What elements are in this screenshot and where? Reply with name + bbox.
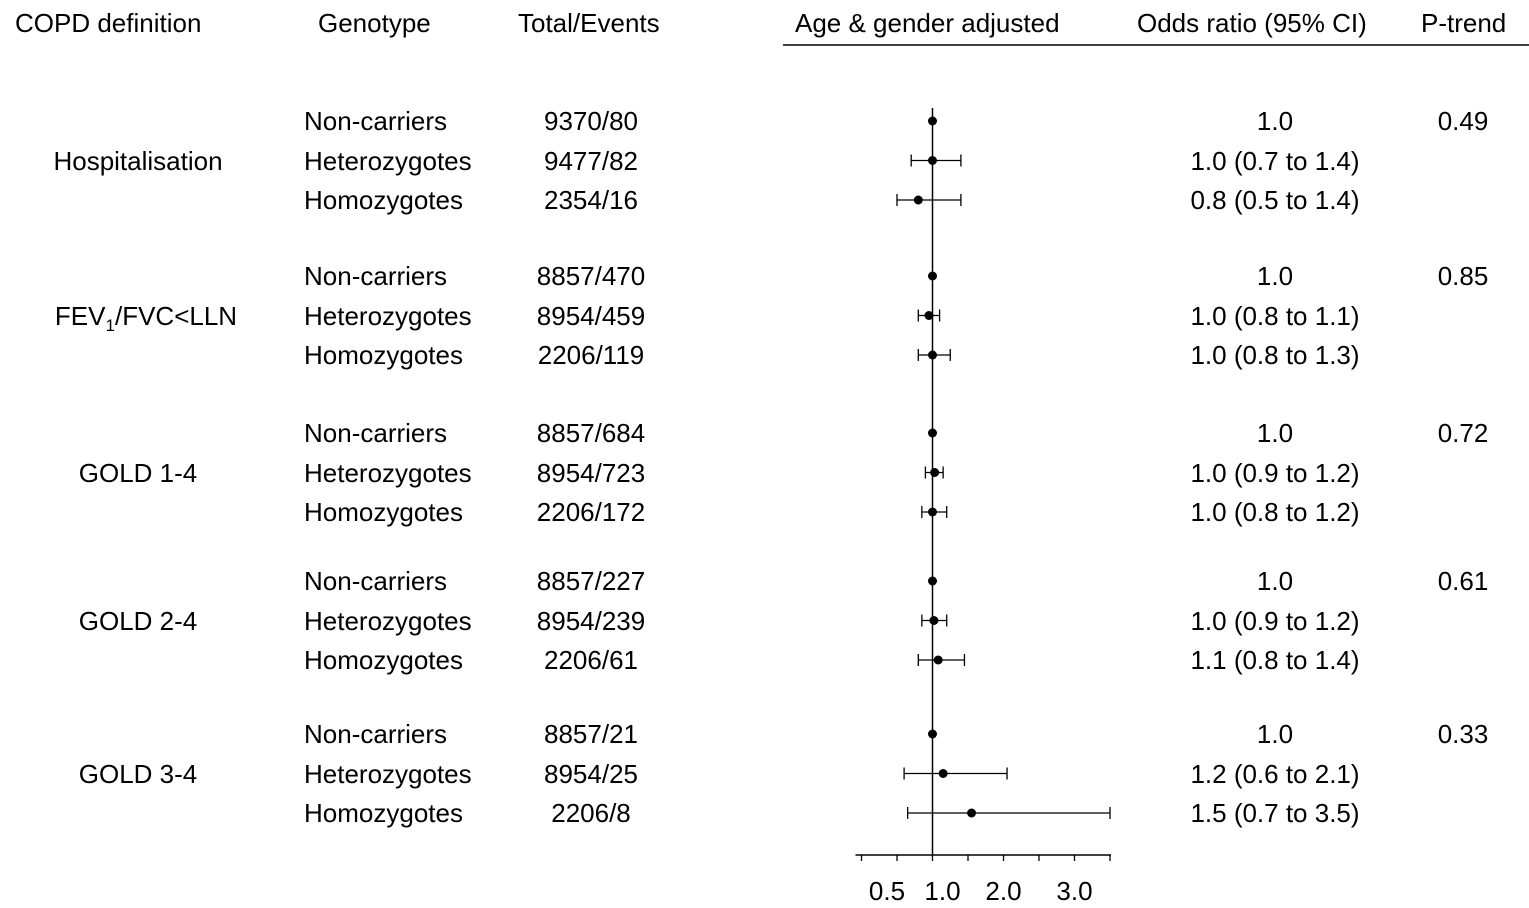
total-events-cell: 2206/61 — [544, 645, 638, 675]
total-events-cell: 9477/82 — [544, 145, 638, 176]
genotype-cell: Heterozygotes — [304, 758, 472, 789]
odds-ratio-cell: 1.0 (0.8 to 1.2) — [1190, 497, 1360, 527]
odds-ratio-cell: 1.0 — [1256, 719, 1294, 749]
group-label: Hospitalisation — [53, 145, 223, 176]
genotype-cell: Non-carriers — [304, 566, 448, 596]
p-trend-value: 0.85 — [1437, 261, 1489, 291]
total-events-cell: 9370/80 — [544, 106, 638, 136]
genotype-cell: Heterozygotes — [304, 457, 472, 488]
genotype-cell: Heterozygotes — [304, 300, 472, 331]
total-events-cell: 8954/459 — [536, 300, 646, 331]
group-label-main: FEV — [54, 300, 106, 331]
odds-ratio-cell: 1.0 (0.8 to 1.3) — [1190, 340, 1360, 370]
p-trend-value: 0.33 — [1437, 719, 1489, 749]
odds-ratio-cell: 1.0 — [1256, 261, 1294, 291]
point-estimate — [933, 655, 943, 665]
total-events-cell: 8857/227 — [536, 566, 646, 596]
group-label: GOLD 3-4 — [78, 758, 198, 789]
genotype-cell: Non-carriers — [304, 418, 448, 448]
p-trend-value: 0.49 — [1437, 106, 1489, 136]
genotype-cell: Heterozygotes — [304, 605, 472, 636]
group-label-subscript: 1 — [105, 315, 115, 335]
p-trend-value: 0.72 — [1437, 418, 1489, 448]
total-events-cell: 8954/239 — [536, 605, 646, 636]
total-events-cell: 2206/8 — [551, 798, 631, 828]
total-events-cell: 8954/25 — [544, 758, 638, 789]
group-label-rest: /FVC<LLN — [114, 300, 238, 331]
genotype-cell: Homozygotes — [304, 340, 463, 370]
group-label: GOLD 1-4 — [78, 457, 198, 488]
odds-ratio-cell: 1.0 — [1256, 106, 1294, 136]
p-trend-value: 0.61 — [1437, 566, 1489, 596]
x-tick-label: 0.5 — [868, 876, 906, 906]
point-estimate — [913, 195, 923, 205]
odds-ratio-cell: 0.8 (0.5 to 1.4) — [1190, 185, 1360, 215]
x-tick-label: 3.0 — [1056, 876, 1093, 906]
genotype-cell: Non-carriers — [304, 106, 448, 136]
genotype-cell: Non-carriers — [304, 719, 448, 749]
genotype-cell: Heterozygotes — [304, 145, 472, 176]
total-events-cell: 8857/470 — [536, 261, 646, 291]
point-estimate — [967, 808, 977, 818]
odds-ratio-cell: 1.0 (0.9 to 1.2) — [1190, 457, 1360, 488]
point-estimate — [924, 311, 934, 320]
point-estimate — [938, 769, 948, 778]
point-estimate — [929, 616, 939, 625]
total-events-cell: 2206/119 — [537, 340, 645, 370]
header-age-gender-adjusted: Age & gender adjusted — [795, 8, 1060, 38]
total-events-cell: 8857/684 — [536, 418, 646, 448]
group-label: GOLD 2-4 — [78, 605, 198, 636]
genotype-cell: Homozygotes — [304, 185, 463, 215]
group-label: FEV1/FVC<LLN — [55, 301, 237, 341]
odds-ratio-cell: 1.0 (0.7 to 1.4) — [1190, 145, 1360, 176]
odds-ratio-cell: 1.0 — [1256, 566, 1294, 596]
genotype-cell: Non-carriers — [304, 261, 448, 291]
total-events-cell: 8954/723 — [536, 457, 646, 488]
total-events-cell: 2206/172 — [536, 497, 646, 527]
odds-ratio-cell: 1.5 (0.7 to 3.5) — [1190, 798, 1360, 828]
total-events-cell: 8857/21 — [544, 719, 638, 749]
header-odds-ratio: Odds ratio (95% CI) — [1137, 8, 1367, 38]
header-copd-definition: COPD definition — [15, 8, 202, 38]
total-events-cell: 2354/16 — [544, 185, 638, 215]
point-estimate — [930, 468, 940, 477]
header-p-trend: P-trend — [1421, 8, 1507, 38]
x-tick-label: 1.0 — [924, 876, 961, 906]
x-tick-label: 2.0 — [985, 876, 1022, 906]
odds-ratio-cell: 1.0 (0.9 to 1.2) — [1190, 605, 1360, 636]
header-total-events: Total/Events — [518, 8, 660, 38]
header-genotype: Genotype — [318, 8, 431, 38]
odds-ratio-cell: 1.2 (0.6 to 2.1) — [1190, 758, 1360, 789]
genotype-cell: Homozygotes — [304, 645, 463, 675]
odds-ratio-cell: 1.1 (0.8 to 1.4) — [1190, 645, 1360, 675]
odds-ratio-cell: 1.0 — [1256, 418, 1294, 448]
odds-ratio-cell: 1.0 (0.8 to 1.1) — [1190, 300, 1360, 331]
genotype-cell: Homozygotes — [304, 497, 463, 527]
genotype-cell: Homozygotes — [304, 798, 463, 828]
